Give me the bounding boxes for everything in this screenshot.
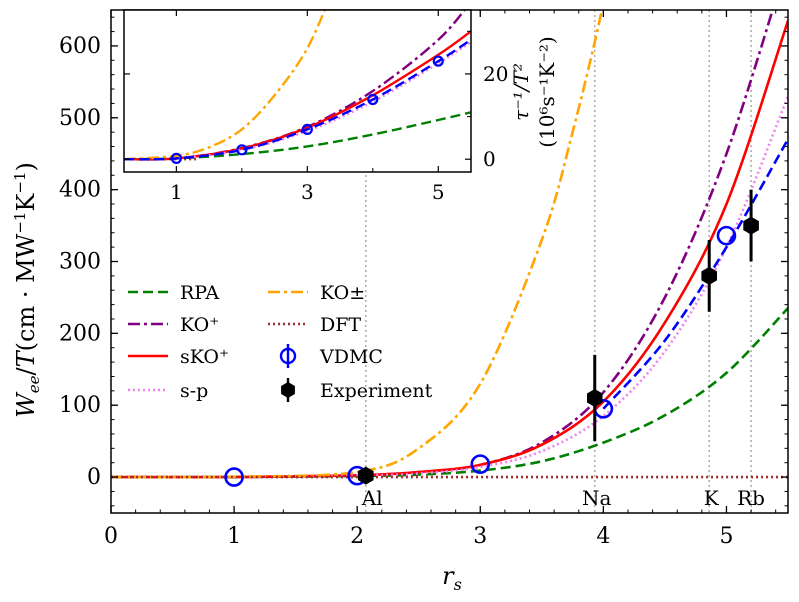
main-plot: Al Na K Rb: [111, 10, 788, 513]
legend-item-sko-: sKO⁺: [128, 346, 229, 368]
inset-series-ko-: [124, 10, 327, 161]
legend-label: sKO⁺: [180, 346, 229, 368]
vdmc-point: [716, 225, 737, 246]
x-axis-title: rs: [442, 562, 462, 594]
legend-experiment-marker: [281, 382, 295, 398]
element-label-k: K: [704, 486, 720, 510]
y-tick-label: 500: [59, 106, 101, 131]
series-rpa: [111, 307, 788, 479]
legend-item-ko-: KO⁺: [128, 314, 219, 336]
experiment-point: [701, 266, 717, 285]
experiment-point: [743, 216, 759, 235]
experiment-point: [587, 389, 603, 407]
legend-label: RPA: [180, 282, 219, 304]
inset-vdmc-point: [432, 55, 444, 67]
element-label-rb: Rb: [737, 486, 765, 510]
x-tick-label: 4: [596, 524, 610, 549]
y-tick-label: 400: [59, 178, 101, 203]
y-tick-label: 0: [87, 465, 101, 490]
inset-frame: [123, 9, 472, 173]
legend-label: DFT: [320, 314, 361, 336]
legend-item-rpa: RPA: [128, 282, 219, 304]
x-tick-label: 0: [104, 524, 118, 549]
legend-vdmc-marker: [279, 347, 297, 365]
legend-item-dft: DFT: [268, 314, 361, 336]
legend: RPA KO± KO⁺ DFT sKO⁺ VDMC s-p Experiment: [128, 282, 433, 402]
element-label-na: Na: [582, 486, 612, 510]
legend-label: VDMC: [319, 346, 383, 368]
series-group: [111, 10, 788, 479]
inset-x-tick-label: 3: [301, 180, 314, 204]
element-label-al: Al: [361, 486, 383, 510]
legend-item-s-p: s-p: [128, 380, 208, 402]
y-tick-label: 300: [59, 250, 101, 275]
y-tick-label: 100: [59, 393, 101, 418]
vdmc-point: [224, 467, 244, 487]
inset-y-units: (10⁶s⁻¹K⁻²): [535, 36, 559, 147]
inset-background: [124, 10, 471, 172]
x-tick-label: 1: [227, 524, 241, 549]
legend-label: s-p: [180, 380, 208, 402]
inset-plot: 1 3 5 0 20 τ⁻¹/T² (10⁶s⁻¹K⁻²): [123, 9, 559, 204]
inset-y-label: τ⁻¹/T²: [509, 63, 533, 121]
inset-x-tick-label: 1: [170, 180, 183, 204]
inset-series-vdmc-fit: [124, 38, 471, 161]
inset-series-group: [124, 10, 471, 161]
inset-vdmc-point: [170, 152, 182, 164]
experiment-point: [358, 466, 374, 485]
legend-label: Experiment: [320, 380, 433, 402]
inset-vdmc-point: [236, 144, 248, 156]
inset-y-tick-label: 20: [483, 62, 508, 86]
series-vdmc-fit: [602, 138, 788, 410]
inset-x-tick-label: 5: [432, 180, 445, 204]
x-tick-label: 2: [350, 524, 364, 549]
legend-item-ko-: KO±: [268, 282, 365, 304]
series-s-p: [111, 95, 788, 479]
x-tick-label: 3: [473, 524, 487, 549]
vdmc-point: [470, 454, 491, 474]
series-ko-: [111, 10, 604, 479]
y-tick-label: 600: [59, 34, 101, 59]
legend-item-experiment: Experiment: [281, 378, 433, 402]
inset-series-s-p: [124, 40, 471, 161]
legend-item-vdmc: VDMC: [279, 344, 383, 368]
inset-vdmc-point: [367, 93, 379, 106]
y-tick-label: 200: [59, 321, 101, 346]
legend-label: KO±: [320, 282, 365, 304]
y-axis-title: Wee/T(cm · MW−1K−1): [11, 162, 43, 418]
inset-vdmc-point: [301, 123, 313, 135]
x-tick-label: 5: [719, 524, 733, 549]
inset-y-tick-label: 0: [483, 147, 496, 171]
legend-label: KO⁺: [180, 314, 219, 336]
